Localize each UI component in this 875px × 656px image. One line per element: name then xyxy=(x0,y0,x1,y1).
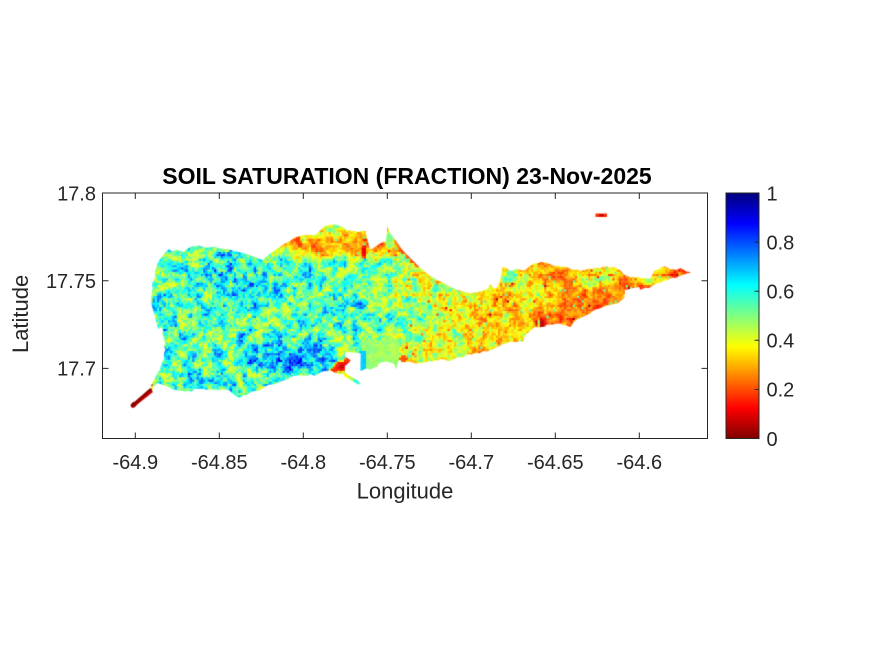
svg-text:-64.65: -64.65 xyxy=(527,452,584,474)
svg-text:17.75: 17.75 xyxy=(46,271,96,293)
svg-text:-64.9: -64.9 xyxy=(113,452,159,474)
svg-text:-64.8: -64.8 xyxy=(281,452,327,474)
svg-text:-64.6: -64.6 xyxy=(617,452,663,474)
svg-text:17.7: 17.7 xyxy=(57,359,96,381)
svg-text:SOIL SATURATION (FRACTION) 23-: SOIL SATURATION (FRACTION) 23-Nov-2025 xyxy=(162,163,652,189)
svg-text:-64.75: -64.75 xyxy=(359,452,416,474)
svg-text:0: 0 xyxy=(767,429,778,451)
svg-text:Longitude: Longitude xyxy=(357,479,454,504)
svg-text:Latitude: Latitude xyxy=(8,275,33,353)
svg-text:0.6: 0.6 xyxy=(767,282,795,304)
svg-text:0.4: 0.4 xyxy=(767,331,795,353)
svg-text:0.2: 0.2 xyxy=(767,380,795,402)
svg-text:0.8: 0.8 xyxy=(767,232,795,254)
svg-text:-64.7: -64.7 xyxy=(449,452,495,474)
svg-text:-64.85: -64.85 xyxy=(191,452,248,474)
svg-text:17.8: 17.8 xyxy=(57,183,96,205)
svg-text:1: 1 xyxy=(767,183,778,205)
